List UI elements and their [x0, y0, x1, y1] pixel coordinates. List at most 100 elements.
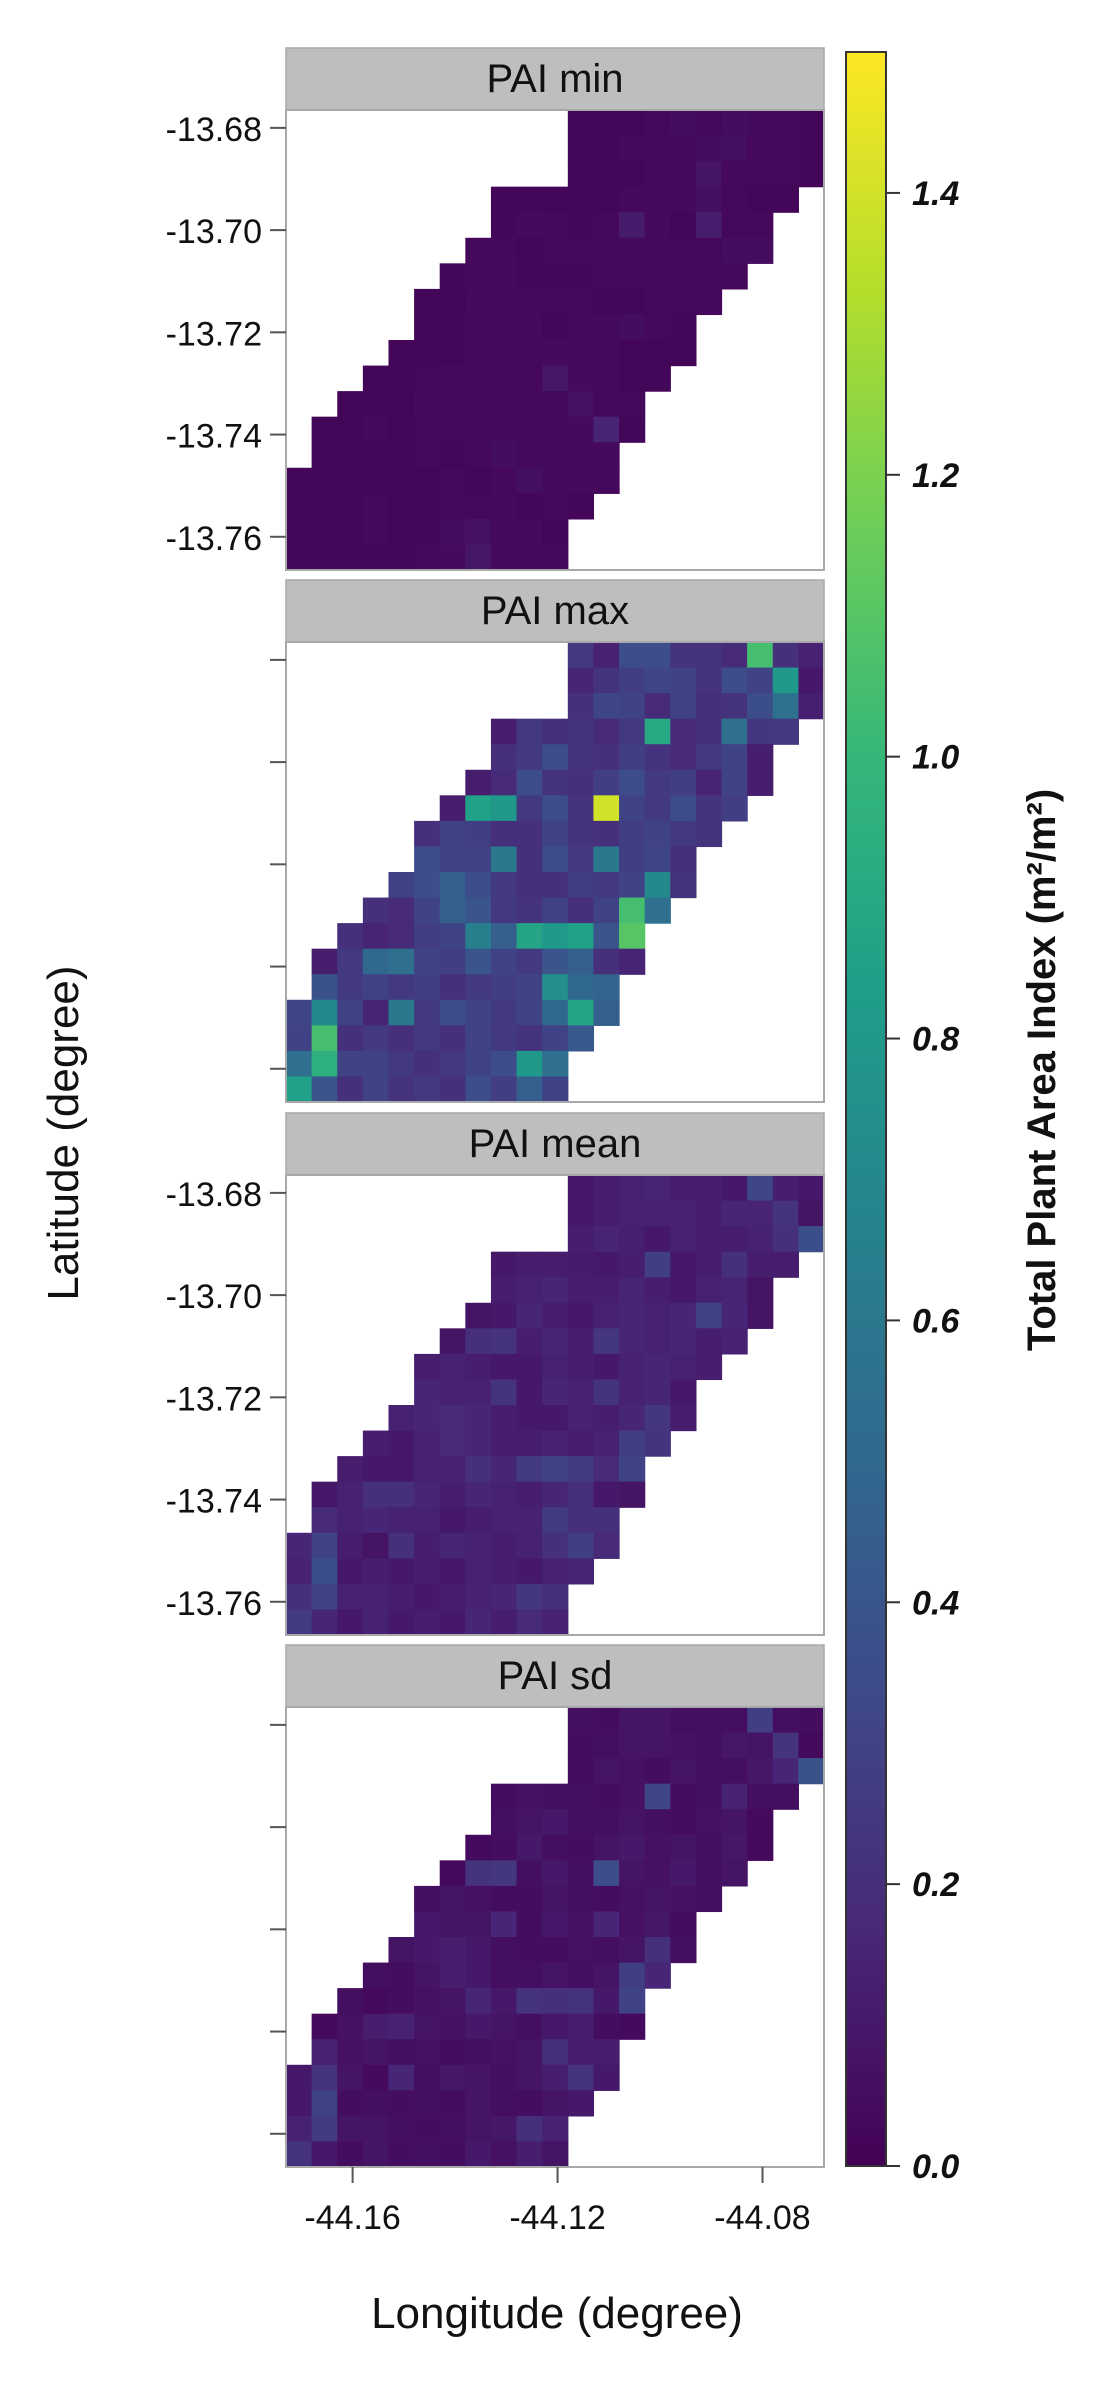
heatmap-cell	[670, 135, 697, 162]
heatmap-cell	[465, 1532, 492, 1559]
heatmap-cell	[516, 1583, 543, 1611]
heatmap-cell	[439, 1583, 466, 1611]
heatmap-cell	[516, 1353, 543, 1381]
heatmap-cell	[490, 544, 518, 571]
heatmap-cell	[439, 365, 466, 392]
heatmap-cell	[490, 442, 518, 469]
heatmap-cell	[465, 1405, 492, 1432]
heatmap-cell	[516, 186, 543, 213]
heatmap-cell	[362, 1076, 390, 1103]
heatmap-cell	[542, 1481, 569, 1508]
heatmap-cell	[311, 416, 338, 443]
heatmap-cell	[593, 872, 620, 899]
heatmap-cell	[337, 416, 364, 443]
heatmap-cell	[542, 718, 569, 745]
heatmap-cell	[362, 1050, 390, 1078]
heatmap-cell	[465, 1937, 492, 1964]
heatmap-cell	[619, 1937, 646, 1964]
heatmap-cell	[465, 1507, 492, 1534]
heatmap-cell	[567, 1430, 595, 1457]
heatmap-cell	[362, 2039, 390, 2066]
heatmap-cell	[567, 642, 595, 669]
heatmap-cell	[439, 1558, 466, 1585]
heatmap-cell	[439, 1860, 466, 1887]
heatmap-cell	[414, 391, 441, 418]
heatmap-cell	[516, 1860, 543, 1887]
heatmap-cell	[695, 1834, 723, 1861]
heatmap-cell	[490, 467, 518, 494]
heatmap-cell	[490, 1328, 518, 1355]
heatmap-cell	[542, 1860, 569, 1887]
heatmap-cell	[593, 1783, 620, 1810]
heatmap-cell	[542, 1076, 569, 1103]
heatmap-cell	[619, 1430, 646, 1457]
heatmap-cell	[414, 2141, 441, 2168]
heatmap-cell	[721, 1226, 748, 1253]
heatmap-cell	[490, 948, 518, 975]
heatmap-cell	[670, 1809, 697, 1836]
heatmap-cell	[567, 1328, 595, 1355]
heatmap-cell	[593, 467, 620, 494]
heatmap-cell	[542, 897, 569, 924]
heatmap-cell	[747, 667, 774, 694]
heatmap-cell	[388, 442, 415, 469]
heatmap-cell	[593, 744, 620, 771]
heatmap-cell	[311, 2039, 338, 2066]
heatmap-cell	[747, 1732, 774, 1759]
heatmap-cell	[362, 2115, 390, 2143]
heatmap-cell	[619, 1860, 646, 1887]
heatmap-cell	[337, 493, 364, 520]
heatmap-cell	[414, 2115, 441, 2143]
heatmap-cell	[337, 1076, 364, 1103]
heatmap-cell	[567, 1353, 595, 1381]
heatmap-cell	[798, 1226, 825, 1253]
heatmap-cell	[388, 2039, 415, 2066]
heatmap-cell	[516, 1076, 543, 1103]
heatmap-cell	[670, 1200, 697, 1227]
facet-title: PAI mean	[469, 1122, 642, 1166]
heatmap-cell	[670, 110, 697, 137]
heatmap-cell	[670, 212, 697, 239]
heatmap-cell	[593, 1251, 620, 1278]
heatmap-cell	[798, 1707, 825, 1734]
heatmap-cell	[798, 642, 825, 669]
heatmap-cell	[695, 263, 723, 290]
heatmap-cell	[516, 416, 543, 443]
heatmap-cell	[465, 442, 492, 469]
heatmap-cell	[439, 1076, 466, 1103]
heatmap-cell	[465, 1962, 492, 1989]
heatmap-cell	[567, 820, 595, 848]
heatmap-cell	[619, 820, 646, 848]
facet-panels: PAI min-13.68-13.70-13.72-13.74-13.76PAI…	[166, 47, 825, 2237]
x-tick-label: -44.12	[509, 2199, 605, 2237]
heatmap-cell	[772, 1175, 799, 1202]
heatmap-cell	[542, 999, 569, 1026]
heatmap-cell	[542, 391, 569, 418]
heatmap-cell	[593, 416, 620, 443]
heatmap-cell	[516, 923, 543, 950]
heatmap-cell	[311, 2013, 338, 2040]
heatmap-cell	[567, 974, 595, 1001]
facet-strip	[285, 579, 825, 643]
heatmap-cell	[593, 1430, 620, 1457]
heatmap-cell	[619, 1302, 646, 1329]
heatmap-cell	[286, 2141, 313, 2168]
heatmap-cell	[465, 416, 492, 443]
heatmap-cell	[516, 518, 543, 546]
heatmap-cell	[670, 769, 697, 796]
heatmap-cell	[516, 340, 543, 367]
heatmap-cell	[542, 769, 569, 796]
heatmap-cell	[619, 1175, 646, 1202]
heatmap-cell	[772, 1251, 799, 1278]
heatmap-cell	[542, 1456, 569, 1483]
heatmap-cell	[516, 1988, 543, 2015]
heatmap-cell	[567, 237, 595, 264]
heatmap-cell	[644, 1379, 671, 1406]
heatmap-cell	[516, 795, 543, 822]
heatmap-cell	[619, 135, 646, 162]
heatmap-cell	[286, 1025, 313, 1052]
heatmap-cell	[542, 1558, 569, 1585]
heatmap-cell	[542, 1885, 569, 1913]
heatmap-cell	[311, 1532, 338, 1559]
heatmap-cell	[542, 186, 569, 213]
